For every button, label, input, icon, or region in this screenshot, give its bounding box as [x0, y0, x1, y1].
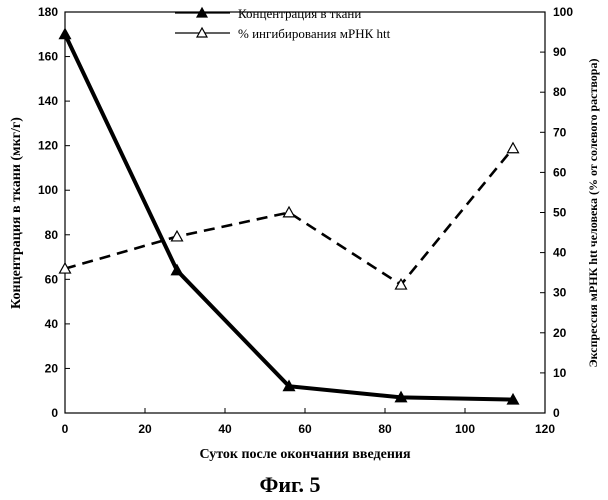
series-line [64, 147, 515, 287]
x-tick-label: 20 [138, 422, 152, 436]
y-left-tick-label: 40 [45, 317, 59, 331]
data-point [506, 392, 520, 405]
x-tick-label: 120 [535, 422, 555, 436]
legend-label: Концентрация в ткани [238, 6, 361, 21]
legend-marker [195, 26, 209, 38]
data-point [58, 261, 72, 274]
plot-area [64, 11, 546, 414]
x-tick-label: 40 [218, 422, 232, 436]
y-right-tick-label: 30 [553, 286, 567, 300]
y-left-tick-label: 140 [38, 94, 58, 108]
y-right-tick-label: 50 [553, 206, 567, 220]
y-right-tick-label: 40 [553, 246, 567, 260]
x-tick-label: 100 [455, 422, 475, 436]
y-right-tick-label: 70 [553, 125, 567, 139]
data-point [282, 379, 296, 392]
data-point [58, 27, 72, 40]
data-point [394, 390, 408, 403]
y-left-axis-label: Концентрация в ткани (мкг/г) [9, 117, 24, 309]
data-point [394, 277, 408, 290]
legend: Концентрация в ткани % ингибирования мРНК… [175, 6, 391, 41]
y-left-tick-label: 20 [45, 361, 59, 375]
y-left-tick-label: 180 [38, 5, 58, 19]
y-left-axis-ticks: 0 20 40 60 80 100 120 140 160 180 [38, 5, 70, 420]
data-point [170, 263, 184, 276]
y-right-tick-label: 80 [553, 85, 567, 99]
data-point [506, 141, 520, 154]
y-right-axis-label: Экспрессия мРНК htt человека (% от солев… [586, 59, 600, 368]
x-tick-label: 60 [298, 422, 312, 436]
figure-caption: Фиг. 5 [259, 472, 320, 497]
x-tick-label: 80 [378, 422, 392, 436]
x-tick-label: 0 [62, 422, 69, 436]
plot-border [64, 11, 546, 414]
y-right-tick-label: 0 [553, 406, 560, 420]
legend-marker [195, 6, 209, 18]
y-right-tick-label: 60 [553, 165, 567, 179]
y-right-tick-label: 20 [553, 326, 567, 340]
legend-label: % ингибирования мРНК htt [238, 26, 391, 41]
x-axis-label: Суток после окончания введения [199, 447, 410, 462]
series-concentration [58, 27, 520, 405]
y-left-tick-label: 100 [38, 183, 58, 197]
y-right-tick-label: 10 [553, 366, 567, 380]
y-left-tick-label: 0 [51, 406, 58, 420]
y-right-tick-label: 100 [553, 5, 573, 19]
y-left-tick-label: 60 [45, 272, 59, 286]
data-point [282, 205, 296, 218]
data-point [170, 229, 184, 242]
series-inhibition [58, 141, 520, 290]
y-right-axis-ticks: 0 10 20 30 40 50 60 70 80 90 100 [540, 5, 573, 420]
y-left-tick-label: 80 [45, 228, 59, 242]
x-axis-ticks: 0 20 40 60 80 100 120 [62, 408, 555, 436]
y-left-tick-label: 160 [38, 50, 58, 64]
y-right-tick-label: 90 [553, 45, 567, 59]
series-layer [58, 27, 520, 405]
y-left-tick-label: 120 [38, 139, 58, 153]
